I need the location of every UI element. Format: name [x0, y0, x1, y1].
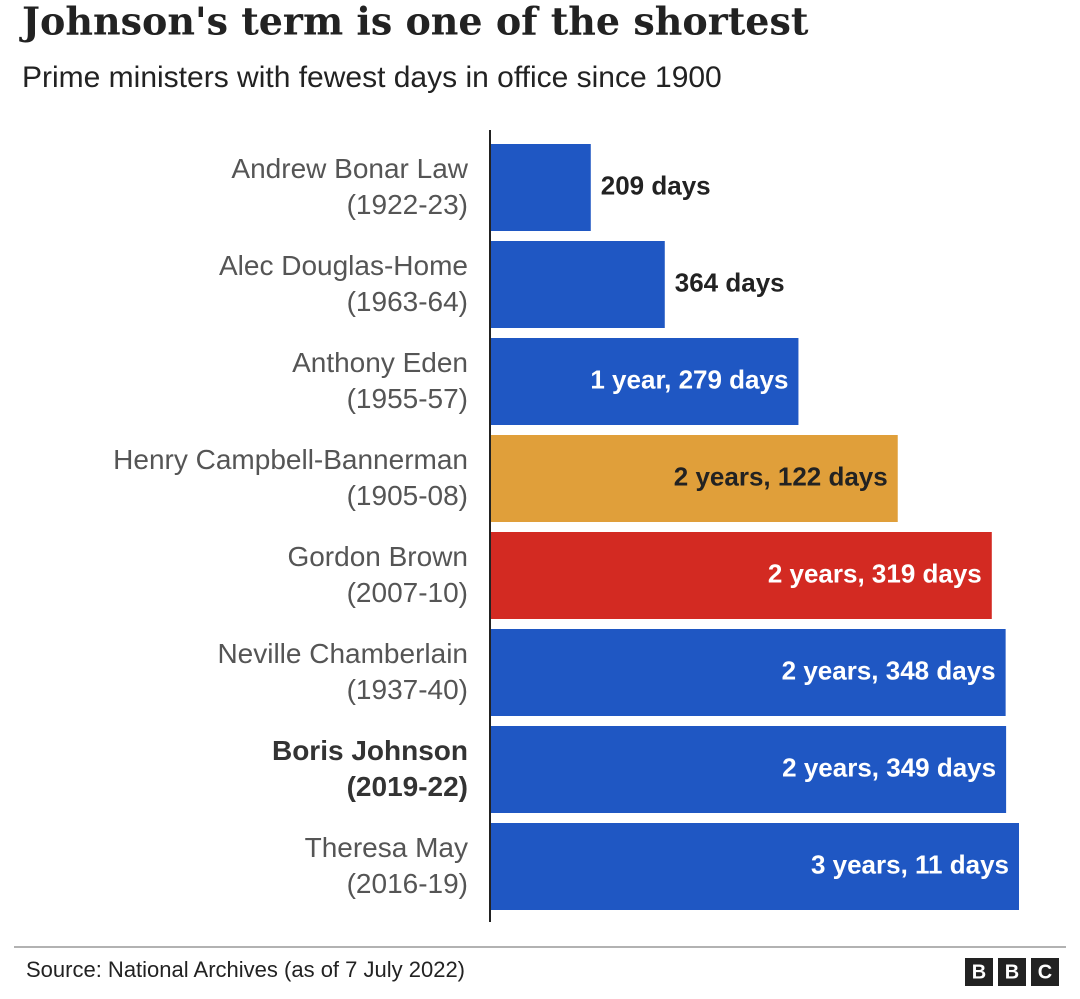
value-label: 2 years, 319 days — [768, 558, 982, 588]
bar — [491, 823, 1019, 910]
category-label: Alec Douglas-Home — [219, 250, 468, 281]
chart-subtitle: Prime ministers with fewest days in offi… — [22, 61, 722, 94]
logo-letter: B — [972, 961, 986, 983]
value-label: 1 year, 279 days — [590, 364, 788, 394]
bar — [491, 241, 665, 328]
value-label: 2 years, 348 days — [782, 655, 996, 685]
value-label: 2 years, 122 days — [674, 461, 888, 491]
category-label: Henry Campbell-Bannerman — [113, 444, 468, 475]
logo-block — [998, 958, 1026, 986]
category-term: (2019-22) — [347, 771, 468, 802]
value-label: 364 days — [675, 267, 785, 297]
bar — [491, 532, 992, 619]
category-term: (2007-10) — [347, 577, 468, 608]
value-label: 3 years, 11 days — [811, 849, 1009, 879]
category-term: (1937-40) — [347, 674, 468, 705]
category-label: Theresa May — [305, 832, 468, 863]
category-label: Anthony Eden — [292, 347, 468, 378]
logo-letter: C — [1038, 961, 1052, 983]
category-label: Andrew Bonar Law — [231, 153, 468, 184]
bar — [491, 144, 591, 231]
category-label: Gordon Brown — [287, 541, 468, 572]
source: Source: National Archives (as of 7 July … — [26, 957, 465, 982]
bar — [491, 629, 1006, 716]
bar — [491, 435, 898, 522]
value-label: 209 days — [601, 170, 711, 200]
category-label: Neville Chamberlain — [217, 638, 468, 669]
bar — [491, 338, 799, 425]
bar — [491, 726, 1007, 813]
chart-title: Johnson's term is one of the shortest — [19, 0, 809, 44]
category-term: (1955-57) — [347, 383, 468, 414]
category-term: (1922-23) — [347, 189, 468, 220]
category-term: (1905-08) — [347, 480, 468, 511]
value-label: 2 years, 349 days — [782, 752, 996, 782]
category-term: (1963-64) — [347, 286, 468, 317]
category-label: Boris Johnson — [272, 735, 468, 766]
logo-block — [965, 958, 993, 986]
logo-letter: B — [1005, 961, 1019, 983]
logo-block — [1031, 958, 1059, 986]
category-term: (2016-19) — [347, 868, 468, 899]
